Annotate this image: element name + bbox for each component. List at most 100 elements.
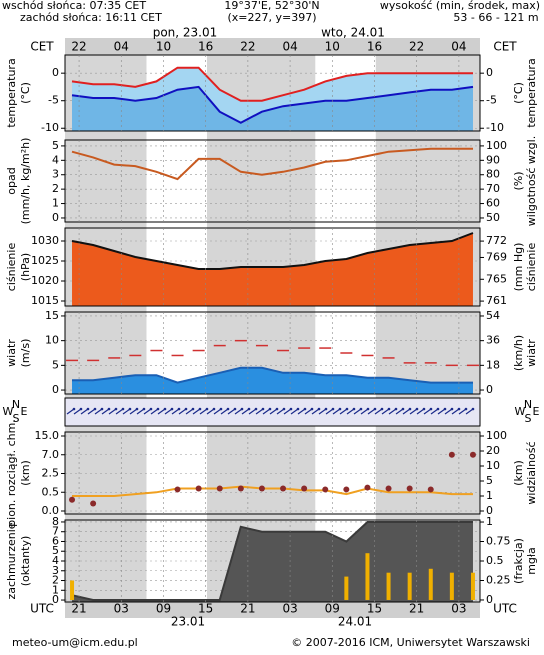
bar bbox=[365, 553, 370, 600]
wind-arrow bbox=[423, 408, 432, 415]
y-label: wiatr bbox=[5, 339, 18, 367]
wind-arrow-head bbox=[415, 407, 419, 411]
y2-tick-label: 0 bbox=[486, 383, 493, 396]
area bbox=[72, 522, 473, 602]
wind-arrow-head bbox=[163, 407, 167, 411]
bottom-tick-label: 21 bbox=[240, 602, 255, 616]
compass: W bbox=[3, 405, 14, 418]
panel-frame bbox=[64, 311, 481, 395]
y-tick-label: 1020 bbox=[31, 274, 59, 287]
wind-arrow bbox=[367, 408, 376, 415]
panel-frame bbox=[64, 139, 481, 223]
wind-arrow-head bbox=[275, 407, 279, 411]
wind-arrow bbox=[381, 408, 390, 415]
wind-arrow-head bbox=[86, 407, 90, 411]
wind-arrow-head bbox=[212, 407, 216, 411]
wind-arrow bbox=[94, 408, 103, 415]
wind-arrow bbox=[248, 408, 257, 415]
wind-arrow-head bbox=[394, 407, 398, 411]
y-label: (km) bbox=[19, 460, 32, 486]
y2-tick-label: 100 bbox=[486, 429, 507, 442]
y-tick-label: 1 bbox=[52, 197, 59, 210]
wind-arrow bbox=[255, 408, 264, 415]
bottom-axis-band bbox=[65, 602, 480, 618]
wind-arrow bbox=[332, 408, 341, 415]
wind-arrow-head bbox=[317, 407, 321, 411]
compass: E bbox=[533, 405, 540, 418]
wind-arrow-head bbox=[107, 407, 111, 411]
y-tick-label: 3 bbox=[52, 564, 59, 577]
wind-arrow-head bbox=[184, 407, 188, 411]
y2-label: (km/h) bbox=[512, 335, 525, 371]
copyright: © 2007-2016 ICM, Uniwersytet Warszawski bbox=[291, 636, 530, 649]
wind-arrow-head bbox=[128, 407, 132, 411]
y-tick-label: 6 bbox=[52, 534, 59, 547]
dot bbox=[90, 500, 97, 507]
compass: W bbox=[515, 405, 526, 418]
y2-tick-label: 10 bbox=[486, 459, 500, 472]
wind-arrow-head bbox=[422, 407, 426, 411]
y-tick-label: 15 bbox=[45, 309, 59, 322]
wind-arrow-head bbox=[289, 407, 293, 411]
wind-arrow bbox=[220, 408, 229, 415]
dot bbox=[343, 486, 350, 493]
y2-tick-label: 50 bbox=[486, 211, 500, 224]
y-tick-label: 4 bbox=[52, 554, 59, 567]
wind-arrow bbox=[318, 408, 327, 415]
compass-right: N W E S bbox=[515, 398, 540, 425]
wind-arrow bbox=[227, 408, 236, 415]
wind-arrow-head bbox=[149, 407, 153, 411]
wind-arrow-head bbox=[233, 407, 237, 411]
wind-arrow bbox=[150, 408, 159, 415]
wind-arrow bbox=[416, 408, 425, 415]
compass-left: N W E S bbox=[3, 398, 28, 425]
y2-tick-label: 54 bbox=[486, 309, 500, 322]
wind-arrow bbox=[157, 408, 166, 415]
wind-arrow-head bbox=[177, 407, 181, 411]
wind-arrow-head bbox=[366, 407, 370, 411]
panel-frame bbox=[64, 519, 481, 603]
dot bbox=[258, 485, 265, 492]
y-tick-label: 10 bbox=[45, 334, 59, 347]
wind-arrow-head bbox=[324, 407, 328, 411]
wind-arrow bbox=[80, 408, 89, 415]
wind-arrow bbox=[143, 408, 152, 415]
wind-arrow bbox=[409, 408, 418, 415]
y2-label: (%) bbox=[512, 171, 525, 190]
wind-arrow bbox=[276, 408, 285, 415]
y-tick-label: 0 bbox=[52, 383, 59, 396]
wind-arrow-head bbox=[170, 407, 174, 411]
y2-label: (mm Hg) bbox=[512, 243, 525, 292]
wind-arrow-head bbox=[359, 407, 363, 411]
wind-arrow bbox=[122, 408, 131, 415]
y-tick-label: 2.5 bbox=[42, 467, 60, 480]
wind-arrow-head bbox=[142, 407, 146, 411]
y2-tick-label: 70 bbox=[486, 182, 500, 195]
wind-arrow bbox=[136, 408, 145, 415]
dot bbox=[406, 485, 413, 492]
y2-tick-label: 60 bbox=[486, 197, 500, 210]
y-tick-label: 0.0 bbox=[42, 504, 60, 517]
wind-arrow-head bbox=[401, 407, 405, 411]
dot bbox=[448, 451, 455, 458]
wind-arrow-head bbox=[205, 407, 209, 411]
coords: 19°37'E, 52°30'N bbox=[224, 0, 319, 12]
wind-arrow bbox=[297, 408, 306, 415]
bottom-tick-label: 15 bbox=[367, 602, 382, 616]
y-tick-label: 1015 bbox=[31, 294, 59, 307]
dot bbox=[237, 485, 244, 492]
day-label: pon, 23.01 bbox=[153, 26, 218, 40]
grid-point: (x=227, y=397) bbox=[227, 11, 316, 24]
dot bbox=[195, 485, 202, 492]
y-tick-label: 7.0 bbox=[42, 448, 60, 461]
wind-arrow bbox=[262, 408, 271, 415]
compass: S bbox=[13, 412, 20, 425]
y-label: pion. rozciągł. chm. bbox=[5, 419, 18, 527]
y-tick-label: 1 bbox=[52, 583, 59, 596]
wind-arrow bbox=[206, 408, 215, 415]
line bbox=[72, 485, 473, 497]
wind-arrow-head bbox=[72, 407, 76, 411]
